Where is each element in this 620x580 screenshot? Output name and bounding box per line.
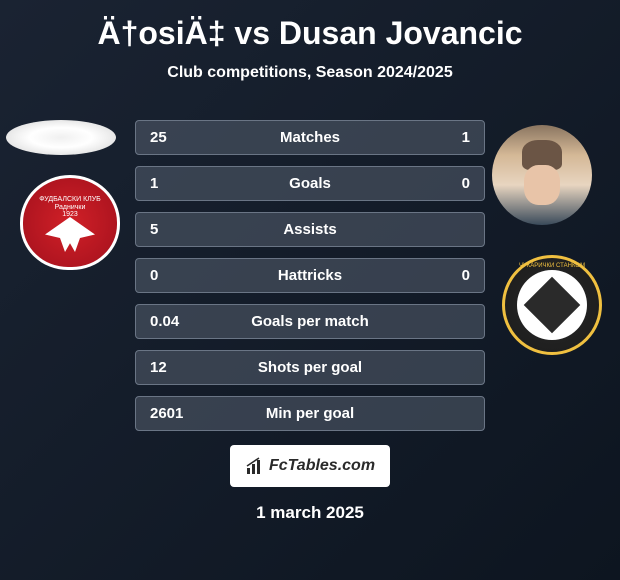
- stat-right-value: 0: [462, 175, 484, 192]
- stat-left-value: 12: [136, 359, 206, 376]
- club-right-text: ЧУКАРИЧКИ СТАНКОМ: [505, 263, 599, 269]
- stat-row-hattricks: 0 Hattricks 0: [135, 258, 485, 293]
- club-left-line1: ФУДБАЛСКИ КЛУБ: [39, 196, 101, 203]
- club-logo-left: ФУДБАЛСКИ КЛУБ Раднички 1923: [20, 175, 120, 270]
- stat-label: Goals: [289, 175, 331, 192]
- stat-label: Goals per match: [251, 313, 369, 330]
- stat-left-value: 0: [136, 267, 206, 284]
- player-avatar-left: [6, 120, 116, 155]
- stat-left-value: 1: [136, 175, 206, 192]
- stat-left-value: 2601: [136, 405, 206, 422]
- stat-left-value: 5: [136, 221, 206, 238]
- brand-logo: FcTables.com: [230, 445, 390, 487]
- club-right-inner: [517, 270, 587, 340]
- date-text: 1 march 2025: [256, 503, 364, 523]
- club-left-text: ФУДБАЛСКИ КЛУБ Раднички 1923: [39, 196, 101, 219]
- stat-row-shots-per-goal: 12 Shots per goal: [135, 350, 485, 385]
- chart-icon: [245, 456, 265, 476]
- stat-label: Assists: [283, 221, 336, 238]
- stat-row-matches: 25 Matches 1: [135, 120, 485, 155]
- eagle-icon: [45, 217, 95, 252]
- stat-row-assists: 5 Assists: [135, 212, 485, 247]
- diamond-icon: [524, 277, 581, 334]
- stat-row-goals: 1 Goals 0: [135, 166, 485, 201]
- stat-label: Hattricks: [278, 267, 342, 284]
- club-left-line2: Раднички: [55, 204, 86, 211]
- stat-row-min-per-goal: 2601 Min per goal: [135, 396, 485, 431]
- club-logo-right: ЧУКАРИЧКИ СТАНКОМ: [502, 255, 602, 355]
- stat-label: Min per goal: [266, 405, 354, 422]
- stat-left-value: 25: [136, 129, 206, 146]
- main-container: Ä†osiÄ‡ vs Dusan Jovancic Club competiti…: [0, 0, 620, 580]
- stats-table: 25 Matches 1 1 Goals 0 5 Assists 0 Hattr…: [135, 120, 485, 442]
- stat-right-value: 1: [462, 129, 484, 146]
- brand-text: FcTables.com: [269, 457, 375, 475]
- season-subtitle: Club competitions, Season 2024/2025: [10, 64, 610, 82]
- stat-right-value: 0: [462, 267, 484, 284]
- stat-label: Shots per goal: [258, 359, 362, 376]
- player-avatar-right: [492, 125, 592, 225]
- stat-row-goals-per-match: 0.04 Goals per match: [135, 304, 485, 339]
- stat-label: Matches: [280, 129, 340, 146]
- comparison-title: Ä†osiÄ‡ vs Dusan Jovancic: [10, 15, 610, 52]
- stat-left-value: 0.04: [136, 313, 206, 330]
